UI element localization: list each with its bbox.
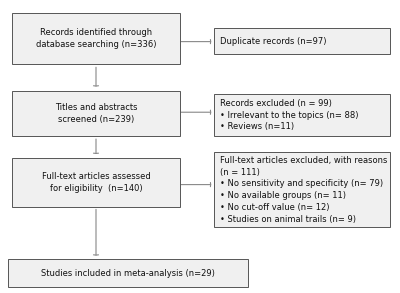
Text: Studies included in meta-analysis (n=29): Studies included in meta-analysis (n=29) bbox=[41, 269, 215, 278]
Text: Records identified through
database searching (n=336): Records identified through database sear… bbox=[36, 28, 156, 49]
FancyBboxPatch shape bbox=[214, 28, 390, 54]
FancyBboxPatch shape bbox=[12, 158, 180, 207]
FancyBboxPatch shape bbox=[214, 94, 390, 136]
FancyBboxPatch shape bbox=[8, 259, 248, 287]
FancyBboxPatch shape bbox=[12, 13, 180, 64]
FancyBboxPatch shape bbox=[12, 91, 180, 136]
Text: Records excluded (n = 99)
• Irrelevant to the topics (n= 88)
• Reviews (n=11): Records excluded (n = 99) • Irrelevant t… bbox=[220, 99, 358, 131]
FancyBboxPatch shape bbox=[214, 152, 390, 227]
Text: Duplicate records (n=97): Duplicate records (n=97) bbox=[220, 37, 326, 45]
Text: Full-text articles excluded, with reasons
(n = 111)
• No sensitivity and specifi: Full-text articles excluded, with reason… bbox=[220, 156, 387, 224]
Text: Full-text articles assessed
for eligibility  (n=140): Full-text articles assessed for eligibil… bbox=[42, 172, 150, 193]
Text: Titles and abstracts
screened (n=239): Titles and abstracts screened (n=239) bbox=[55, 103, 137, 124]
